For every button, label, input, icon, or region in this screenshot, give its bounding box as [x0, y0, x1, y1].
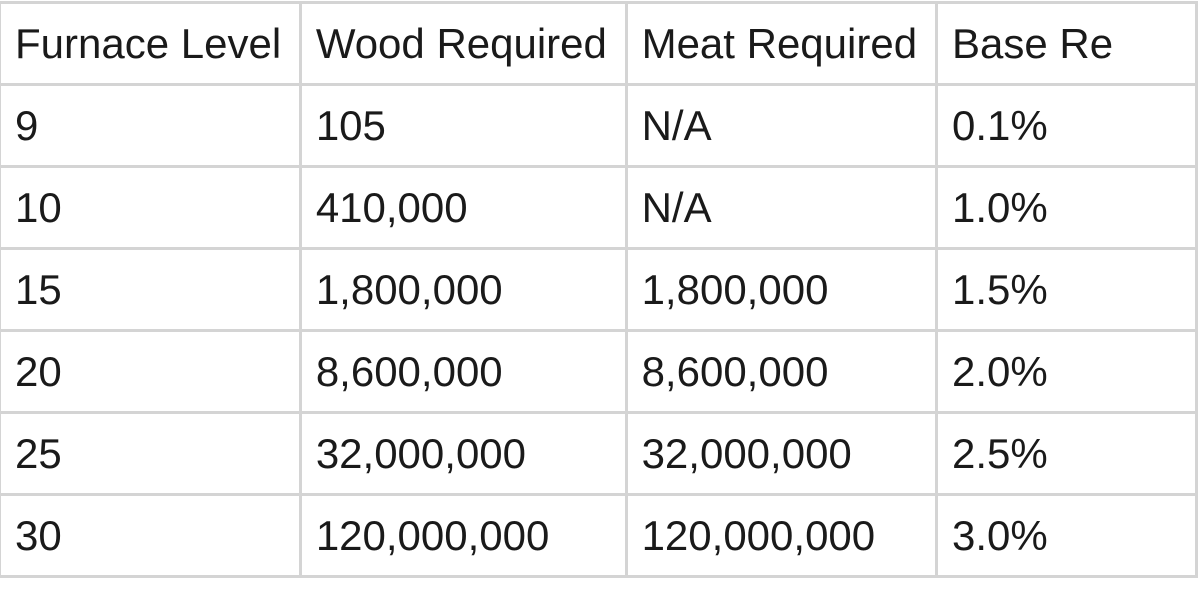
meat-required-cell: 32,000,000: [624, 411, 938, 496]
wood-required-cell: 32,000,000: [298, 411, 628, 496]
base-research-cell: 1.5%: [934, 247, 1199, 332]
wood-required-cell: 120,000,000: [298, 493, 628, 578]
furnace-requirements-table: Furnace Level Wood Required Meat Require…: [0, 1, 1199, 578]
furnace-level-cell: 15: [0, 247, 302, 332]
base-research-cell: 1.0%: [934, 165, 1199, 250]
furnace-level-cell: 25: [0, 411, 302, 496]
wood-required-cell: 8,600,000: [298, 329, 628, 414]
base-research-cell: 3.0%: [934, 493, 1199, 578]
meat-required-cell: N/A: [624, 83, 938, 168]
wood-required-cell: 1,800,000: [298, 247, 628, 332]
table-row: 10 410,000 N/A 1.0%: [0, 165, 1199, 250]
header-meat-required: Meat Required: [624, 1, 938, 86]
wood-required-cell: 105: [298, 83, 628, 168]
wood-required-cell: 410,000: [298, 165, 628, 250]
table-row: 9 105 N/A 0.1%: [0, 83, 1199, 168]
meat-required-cell: 1,800,000: [624, 247, 938, 332]
base-research-cell: 0.1%: [934, 83, 1199, 168]
header-wood-required: Wood Required: [298, 1, 628, 86]
table-row: 15 1,800,000 1,800,000 1.5%: [0, 247, 1199, 332]
base-research-cell: 2.5%: [934, 411, 1199, 496]
header-furnace-level: Furnace Level: [0, 1, 302, 86]
meat-required-cell: N/A: [624, 165, 938, 250]
table-row: 30 120,000,000 120,000,000 3.0%: [0, 493, 1199, 578]
header-base-research: Base Re: [934, 1, 1199, 86]
meat-required-cell: 120,000,000: [624, 493, 938, 578]
header-row: Furnace Level Wood Required Meat Require…: [0, 1, 1199, 86]
furnace-level-cell: 9: [0, 83, 302, 168]
table-row: 25 32,000,000 32,000,000 2.5%: [0, 411, 1199, 496]
base-research-cell: 2.0%: [934, 329, 1199, 414]
furnace-level-cell: 10: [0, 165, 302, 250]
meat-required-cell: 8,600,000: [624, 329, 938, 414]
table-row: 20 8,600,000 8,600,000 2.0%: [0, 329, 1199, 414]
furnace-level-cell: 30: [0, 493, 302, 578]
furnace-level-cell: 20: [0, 329, 302, 414]
